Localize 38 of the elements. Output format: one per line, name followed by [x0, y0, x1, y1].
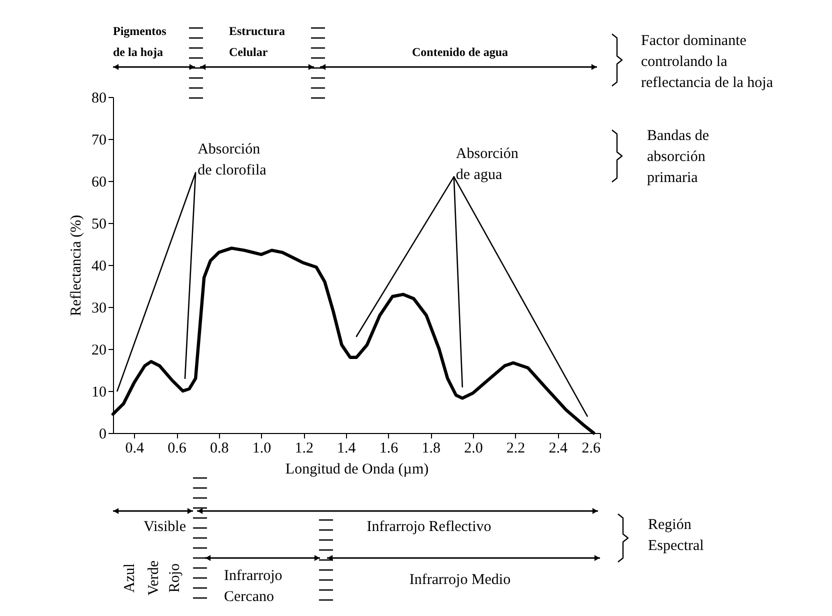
text: Verde — [146, 560, 162, 596]
x-tick-label: 2.0 — [464, 440, 483, 456]
x-tick-label: 1.6 — [379, 440, 399, 456]
text: Azul — [122, 563, 138, 593]
annotation: Absorción de clorofila — [198, 142, 267, 179]
text: Infrarrojo Medio — [409, 572, 511, 588]
text: Bandas de absorción primaria — [647, 128, 710, 186]
text: Contenido de agua — [412, 44, 508, 59]
x-tick-label: 2.4 — [548, 440, 568, 456]
y-tick-label: 20 — [92, 342, 106, 358]
text: Región Espectral — [648, 517, 704, 554]
y-tick-label: 0 — [99, 426, 106, 442]
text: Infrarrojo Cercano — [224, 568, 282, 605]
x-tick-label: 0.6 — [168, 440, 187, 456]
y-tick-label: 80 — [92, 90, 106, 106]
x-tick-label: 0.8 — [210, 440, 229, 456]
y-tick-label: 70 — [92, 132, 106, 148]
y-tick-label: 40 — [92, 258, 106, 274]
text: Factor dominante controlando la reflectancia de la hoja — [641, 33, 774, 91]
y-axis-title: Reflectancia (%) — [68, 214, 84, 316]
text: Estructura Celular — [229, 24, 285, 59]
y-tick-label: 30 — [92, 300, 106, 316]
text: Rojo — [167, 563, 183, 593]
text: Infrarrojo Reflectivo — [366, 519, 492, 535]
x-tick-label: 1.8 — [422, 440, 440, 456]
x-tick-label: 2.2 — [506, 440, 526, 456]
text: Visible — [144, 519, 186, 535]
x-tick-label: 1.2 — [294, 440, 314, 456]
y-tick-label: 60 — [92, 174, 106, 190]
text: Pigmentos de la hoja — [113, 24, 167, 59]
x-tick-label: 2.6 — [582, 440, 601, 456]
x-tick-label: 0.4 — [125, 440, 145, 456]
x-tick-label: 1.0 — [252, 440, 272, 456]
y-tick-label: 10 — [92, 384, 106, 400]
y-tick-label: 50 — [92, 216, 106, 232]
x-axis-title: Longitud de Onda (µm) — [285, 462, 429, 478]
x-tick-label: 1.4 — [337, 440, 356, 456]
annotation: Absorción de agua — [456, 146, 519, 183]
